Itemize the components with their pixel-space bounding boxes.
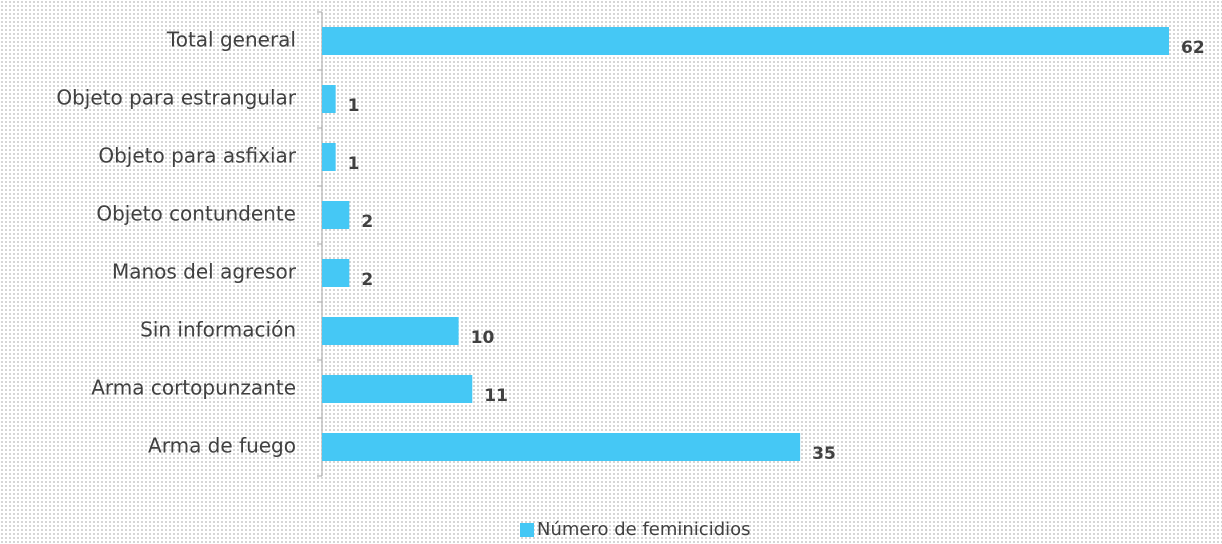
bar [322, 201, 350, 229]
data-label: 1 [348, 154, 360, 174]
y-tick-label: Arma de fuego [148, 434, 296, 458]
y-tick-label: Total general [166, 28, 296, 52]
y-tick-label: Objeto para estrangular [56, 86, 296, 110]
data-label: 1 [348, 96, 360, 116]
y-tick-label: Sin información [140, 318, 296, 342]
bar [322, 433, 801, 461]
data-label: 2 [361, 270, 373, 290]
y-tick-label: Manos del agresor [112, 260, 297, 284]
y-tick-label: Objeto para asfixiar [98, 144, 296, 168]
legend-label: Número de feminicidios [537, 519, 751, 540]
bar [322, 259, 350, 287]
bar [322, 375, 473, 403]
data-label: 10 [471, 328, 495, 348]
bar [322, 85, 336, 113]
bar [322, 317, 459, 345]
bar [322, 27, 1169, 55]
data-label: 11 [484, 386, 508, 406]
y-tick-label: Arma cortopunzante [91, 376, 296, 400]
y-tick-label: Objeto contundente [96, 202, 296, 226]
data-label: 62 [1181, 38, 1205, 58]
data-label: 2 [361, 212, 373, 232]
legend-swatch [520, 523, 534, 537]
bar [322, 143, 336, 171]
data-label: 35 [812, 444, 836, 464]
